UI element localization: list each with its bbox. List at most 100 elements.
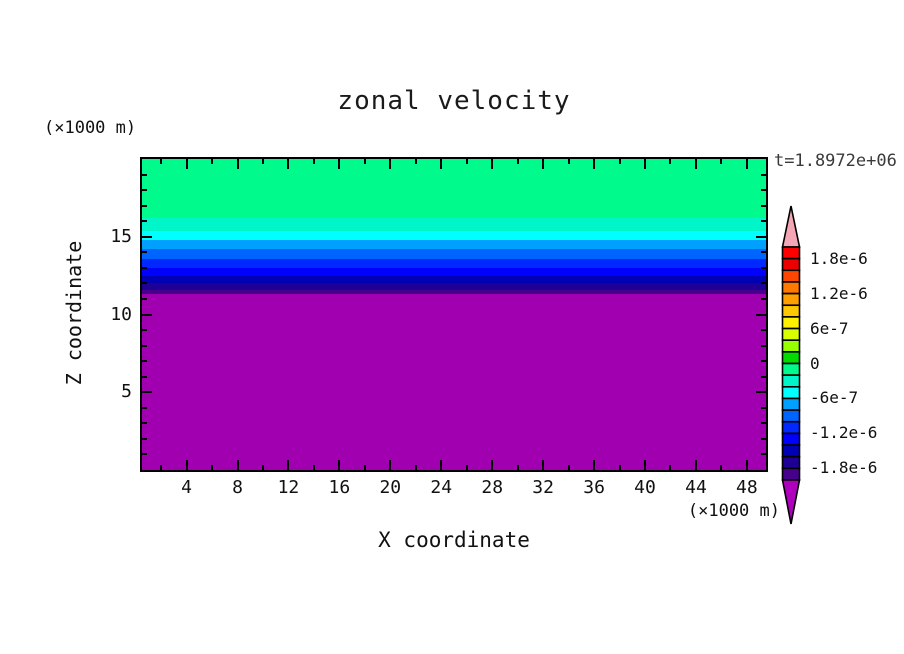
x-tick-label: 44 xyxy=(685,477,707,498)
tick-mark xyxy=(142,189,147,192)
colorbar-tick-label: 0 xyxy=(810,353,820,373)
timestamp-label: t=1.8972e+06 xyxy=(774,151,897,171)
colorbar-cell xyxy=(781,420,801,435)
contour-band xyxy=(142,230,766,240)
y-tick-label: 5 xyxy=(121,381,132,403)
colorbar-overflow-arrow xyxy=(781,205,801,248)
x-axis-title: X coordinate xyxy=(378,528,530,552)
tick-mark xyxy=(142,406,147,409)
contour-band xyxy=(142,276,766,284)
plot-title: zonal velocity xyxy=(337,86,571,116)
tick-mark xyxy=(761,251,766,254)
colorbar-cell xyxy=(781,444,801,458)
tick-mark xyxy=(761,453,766,456)
contour-band xyxy=(142,218,766,231)
tick-mark xyxy=(440,159,443,169)
x-axis-unit-label: (×1000 m) xyxy=(687,501,780,521)
tick-mark xyxy=(363,159,366,164)
tick-mark xyxy=(160,159,163,164)
x-tick-label: 12 xyxy=(277,477,300,498)
x-tick-label: 16 xyxy=(328,477,351,498)
tick-mark xyxy=(644,159,647,169)
tick-mark xyxy=(542,159,545,169)
colorbar-cell xyxy=(781,386,801,400)
tick-mark xyxy=(142,266,147,269)
tick-mark xyxy=(142,220,147,223)
tick-mark xyxy=(142,173,147,176)
tick-mark xyxy=(440,460,443,470)
colorbar-cell xyxy=(781,432,801,446)
tick-mark xyxy=(261,159,264,164)
colorbar-cell xyxy=(781,281,801,295)
x-tick-label: 36 xyxy=(583,477,605,498)
z-axis-unit-label: (×1000 m) xyxy=(44,118,137,138)
tick-mark xyxy=(761,220,766,223)
tick-mark xyxy=(516,465,519,470)
tick-mark xyxy=(542,460,545,470)
tick-mark xyxy=(142,360,147,363)
colorbar-tick-label: -1.2e-6 xyxy=(810,423,878,443)
colorbar-cell xyxy=(781,292,801,307)
y-tick-label: 10 xyxy=(110,303,132,325)
tick-mark xyxy=(142,437,147,440)
tick-mark xyxy=(491,460,494,470)
colorbar-cell xyxy=(781,374,801,388)
tick-mark xyxy=(142,344,147,347)
tick-mark xyxy=(338,460,341,470)
tick-mark xyxy=(756,391,766,394)
colorbar-cell xyxy=(781,351,801,365)
tick-mark xyxy=(720,159,723,164)
tick-mark xyxy=(465,159,468,164)
tick-mark xyxy=(236,159,239,169)
tick-mark xyxy=(389,460,392,470)
tick-mark xyxy=(142,391,152,394)
tick-mark xyxy=(142,329,147,332)
tick-mark xyxy=(142,453,147,456)
x-tick-label: 8 xyxy=(232,477,243,498)
tick-mark xyxy=(414,159,417,164)
tick-mark xyxy=(338,159,341,169)
colorbar-cell xyxy=(781,467,801,481)
colorbar-cell xyxy=(781,257,801,272)
tick-mark xyxy=(142,204,147,207)
x-tick-label: 32 xyxy=(532,477,554,498)
contour-band xyxy=(142,289,766,295)
tick-mark xyxy=(694,159,697,169)
tick-mark xyxy=(363,465,366,470)
plot-area xyxy=(140,157,768,472)
tick-mark xyxy=(261,465,264,470)
tick-mark xyxy=(185,460,188,470)
tick-mark xyxy=(287,159,290,169)
tick-mark xyxy=(236,460,239,470)
x-tick-label: 20 xyxy=(379,477,402,498)
tick-mark xyxy=(142,235,152,238)
tick-mark xyxy=(211,159,214,164)
tick-mark xyxy=(465,465,468,470)
colorbar-tick-label: -1.8e-6 xyxy=(810,458,878,478)
tick-mark xyxy=(567,159,570,164)
contour-band xyxy=(142,294,766,470)
tick-mark xyxy=(669,159,672,164)
tick-mark xyxy=(516,159,519,164)
colorbar-cell xyxy=(781,327,801,342)
colorbar-cell xyxy=(781,409,801,423)
tick-mark xyxy=(142,313,152,316)
colorbar-cell xyxy=(781,455,801,470)
tick-mark xyxy=(761,204,766,207)
colorbar-tick-label: 1.8e-6 xyxy=(810,248,868,268)
colorbar-cell xyxy=(781,246,801,260)
contour-band xyxy=(142,239,766,250)
contour-band xyxy=(142,283,766,290)
x-tick-label: 24 xyxy=(430,477,453,498)
tick-mark xyxy=(287,460,290,470)
tick-mark xyxy=(761,375,766,378)
tick-mark xyxy=(312,465,315,470)
tick-mark xyxy=(761,329,766,332)
tick-mark xyxy=(618,465,621,470)
x-tick-label: 4 xyxy=(181,477,192,498)
colorbar-cell xyxy=(781,269,801,283)
tick-mark xyxy=(185,159,188,169)
y-tick-label: 15 xyxy=(110,225,132,247)
colorbar-graphic xyxy=(781,205,801,525)
